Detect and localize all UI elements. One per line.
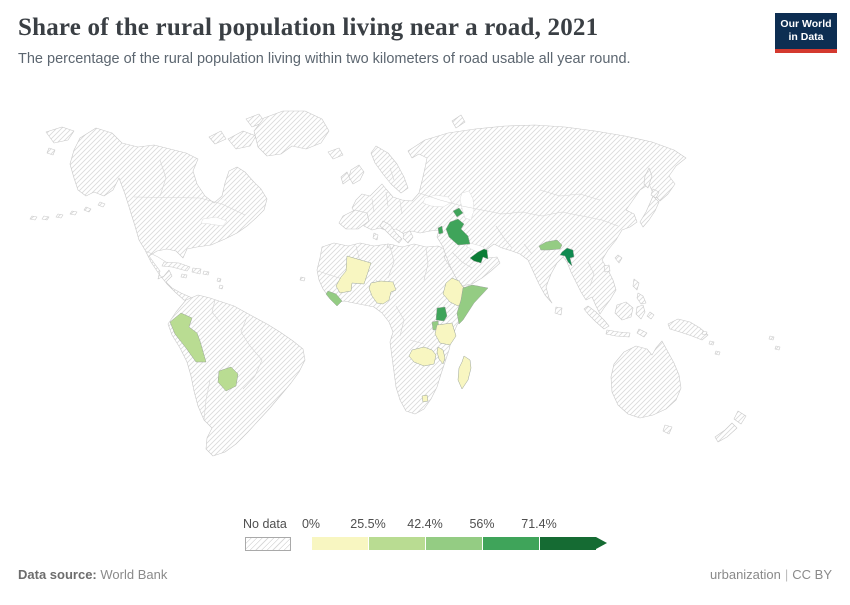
map-legend: No data 0% 25.5% 42.4% 56% 71.4% xyxy=(243,516,623,554)
landmass-greenland xyxy=(253,110,330,157)
landmass-indonesia xyxy=(583,301,655,338)
landmass-new-zealand xyxy=(714,410,747,443)
country-borders xyxy=(133,159,619,421)
landmasses-no-data xyxy=(29,110,781,457)
landmass-uk xyxy=(348,164,365,185)
country-armenia[interactable] xyxy=(452,207,464,218)
legend-color-bar xyxy=(311,537,607,550)
legend-bin-3[interactable] xyxy=(482,537,539,550)
country-zambia[interactable] xyxy=(408,346,437,367)
landmass-iberia xyxy=(338,209,370,230)
aleutian-islands xyxy=(29,201,106,221)
legend-tick-0: 0% xyxy=(301,517,321,531)
owid-logo-text: Our World in Data xyxy=(775,13,837,50)
country-lebanon[interactable] xyxy=(437,225,444,235)
black-sea xyxy=(422,194,453,208)
data-source: Data source: World Bank xyxy=(18,567,167,582)
no-data-swatch[interactable] xyxy=(245,537,291,551)
landmass-sri-lanka xyxy=(554,306,563,316)
chart-footer: Data source: World Bank urbanization | CC … xyxy=(18,567,832,582)
country-nepal[interactable] xyxy=(538,239,563,251)
landmass-new-guinea xyxy=(667,318,709,341)
country-uae[interactable] xyxy=(469,248,489,264)
owid-logo[interactable]: Our World in Data xyxy=(775,13,837,54)
landmass-chukotka xyxy=(45,126,75,144)
legend-tick-4: 71.4% xyxy=(521,517,557,531)
chart-header: Share of the rural population living nea… xyxy=(18,14,750,67)
no-data-label: No data xyxy=(243,517,287,531)
footer-links: urbanization | CC BY xyxy=(710,567,832,582)
legend-tick-2: 42.4% xyxy=(407,517,443,531)
country-madagascar[interactable] xyxy=(457,355,472,390)
chart-subtitle: The percentage of the rural population l… xyxy=(18,51,631,67)
legend-tick-3: 56% xyxy=(469,517,495,531)
legend-bin-4[interactable] xyxy=(539,537,596,550)
landmass-italy xyxy=(379,220,403,244)
country-somalia[interactable] xyxy=(456,284,489,325)
landmass-africa xyxy=(316,242,485,415)
landmass-australia xyxy=(610,340,682,419)
caspian-sea xyxy=(459,190,475,221)
country-liberia[interactable] xyxy=(325,290,343,307)
page-title: Share of the rural population living nea… xyxy=(18,14,599,41)
country-eswatini[interactable] xyxy=(421,394,429,403)
country-bangladesh[interactable] xyxy=(559,247,575,267)
landmass-iceland xyxy=(327,147,344,160)
legend-bin-0[interactable] xyxy=(311,537,368,550)
cape-verde xyxy=(299,276,306,282)
legend-tick-labels: 0% 25.5% 42.4% 56% 71.4% xyxy=(302,516,611,536)
country-nigeria[interactable] xyxy=(368,280,397,305)
landmass-tasmania xyxy=(662,424,673,435)
data-source-value: World Bank xyxy=(100,567,168,582)
legend-bin-2[interactable] xyxy=(425,537,482,550)
great-lakes xyxy=(200,216,228,227)
country-iraq[interactable] xyxy=(445,218,471,246)
urbanization-link[interactable]: urbanization xyxy=(710,567,781,582)
landmass-scandinavia xyxy=(370,145,409,194)
country-peru[interactable] xyxy=(169,312,207,363)
landmass-north-america xyxy=(69,127,268,308)
landmass-greece xyxy=(402,230,414,244)
legend-tick-1: 25.5% xyxy=(350,517,386,531)
cc-by-link[interactable]: CC BY xyxy=(792,567,832,582)
data-source-prefix: Data source: xyxy=(18,567,97,582)
landmass-baffin xyxy=(227,130,257,150)
landmass-eurasia xyxy=(351,124,687,315)
landmass-ireland xyxy=(340,171,351,185)
landmass-philippines xyxy=(632,278,647,305)
owid-logo-red-bar xyxy=(775,49,837,54)
country-mali[interactable] xyxy=(335,255,372,294)
pacific-islands xyxy=(701,330,781,356)
legend-arrow xyxy=(596,537,607,549)
landmass-japan xyxy=(639,167,660,228)
legend-bin-1[interactable] xyxy=(368,537,425,550)
country-paraguay[interactable] xyxy=(217,366,239,392)
legend-bins: 0% 25.5% 42.4% 56% 71.4% xyxy=(302,516,611,550)
countries-with-data xyxy=(169,207,575,403)
footer-separator: | xyxy=(784,567,789,582)
country-uganda[interactable] xyxy=(435,306,448,322)
landmass-cuba xyxy=(161,261,191,272)
country-tanzania[interactable] xyxy=(434,322,457,346)
country-malawi[interactable] xyxy=(436,346,446,365)
